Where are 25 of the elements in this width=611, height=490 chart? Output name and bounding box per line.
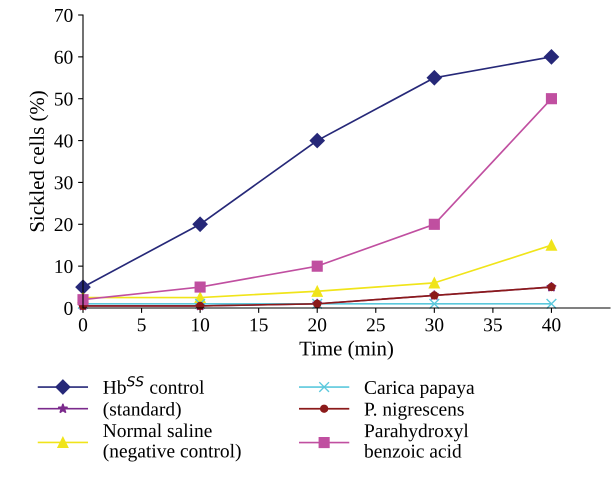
legend-label: P. nigrescens: [364, 402, 464, 420]
y-tick-label: 40: [54, 134, 73, 148]
y-tick-label: 20: [54, 218, 73, 232]
y-tick-label: 10: [56, 260, 73, 274]
x-tick-label: 15: [250, 318, 268, 332]
y-tick-label: 60: [54, 50, 73, 64]
legend-label: Parahydroxyl benzoic acid: [364, 424, 468, 458]
legend-label: Carica papaya: [364, 380, 474, 398]
y-axis-title: Sickled cells (%): [29, 91, 48, 232]
legend-label: (standard): [104, 402, 181, 420]
legend-label: Normal saline (negative control): [103, 424, 241, 462]
x-tick-label: 30: [426, 318, 444, 332]
y-tick-label: 50: [54, 92, 73, 106]
x-tick-label: 35: [484, 318, 502, 332]
x-tick-label: 20: [308, 318, 326, 332]
x-tick-label: 0: [78, 318, 88, 332]
x-tick-label: 5: [138, 318, 146, 332]
y-tick-label: 30: [54, 176, 73, 190]
x-tick-label: 10: [192, 318, 210, 332]
y-tick-label: 70: [55, 8, 73, 22]
y-tick-label: 0: [64, 302, 73, 315]
x-tick-label: 40: [542, 318, 560, 332]
x-axis-title: Time (min): [300, 340, 393, 360]
legend-label: Hb$^{SS}$ control: [103, 376, 204, 394]
x-tick-label: 25: [366, 318, 385, 332]
